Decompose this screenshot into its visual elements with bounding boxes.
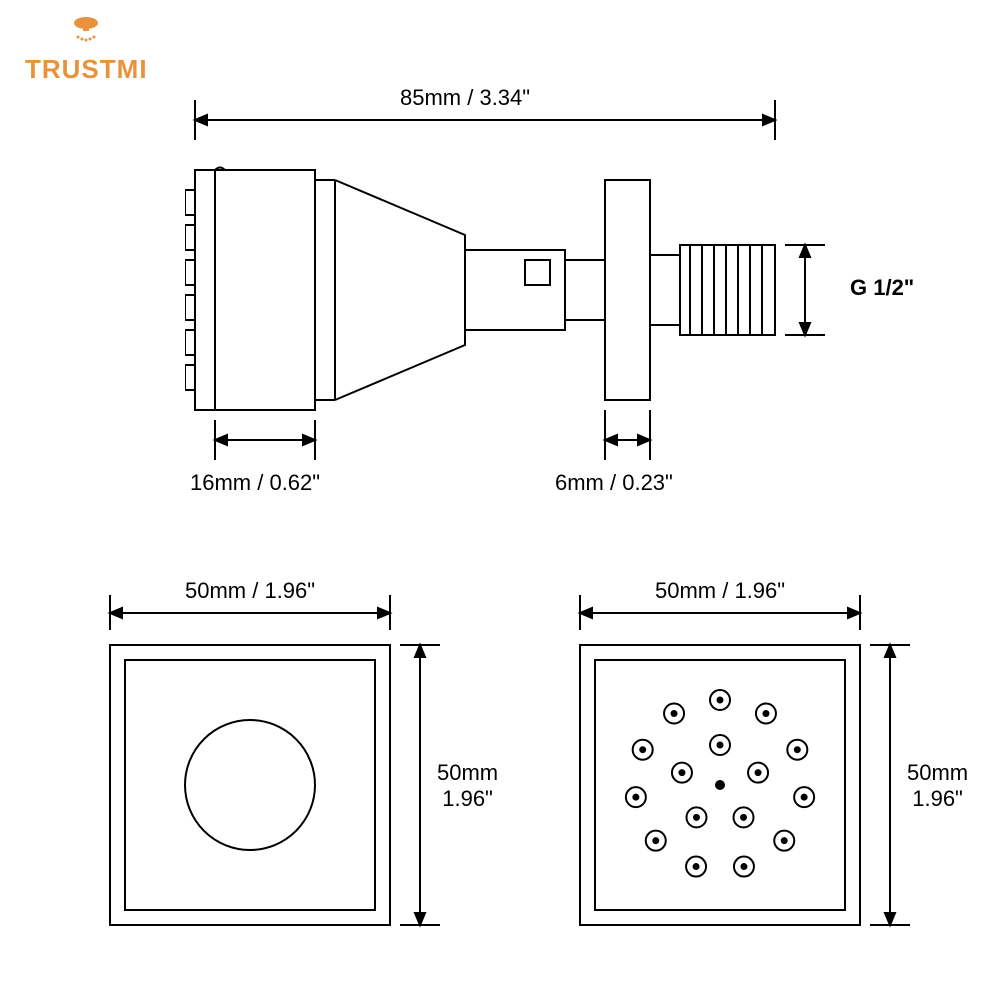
dim-thread: G 1/2" [850,275,914,301]
dim-plate-thick: 6mm / 0.23" [555,470,673,496]
front-view-drawing [530,575,970,985]
dim-top-width: 85mm / 3.34" [400,85,530,111]
back-view-drawing [60,575,480,985]
brand-name: TRUSTMI [25,54,148,84]
dim-back-w: 50mm / 1.96" [185,578,315,604]
dim-back-h: 50mm 1.96" [437,760,498,813]
side-view-drawing [185,60,885,510]
dim-head-depth: 16mm / 0.62" [190,470,320,496]
brand-logo: TRUSTMI [25,15,148,85]
dim-front-w: 50mm / 1.96" [655,578,785,604]
dim-front-h: 50mm 1.96" [907,760,968,813]
logo-icon [25,15,148,52]
